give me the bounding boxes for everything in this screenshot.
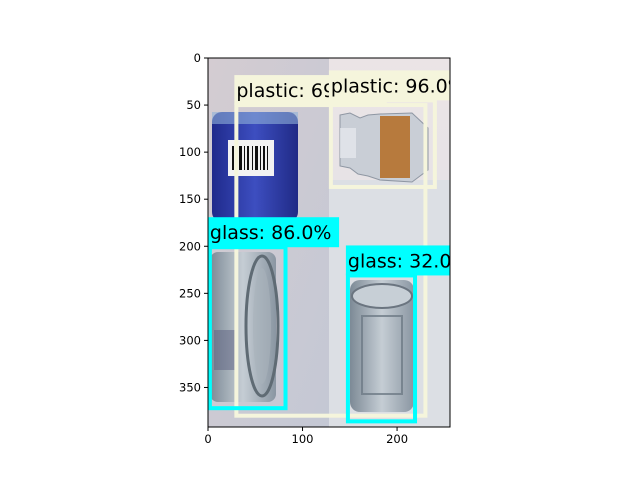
detection-label: glass: 32.0% [348,250,470,272]
y-tick-label: 50 [186,98,201,112]
x-tick-label: 100 [292,432,314,446]
y-tick-label: 300 [179,333,201,347]
y-tick-label: 150 [179,192,201,206]
detection-label-bg [208,217,340,248]
photo-image [208,58,450,427]
bottle-object [339,112,429,183]
detection-label-bg [328,70,450,101]
detection-box-glass [345,273,418,424]
detection-label: glass: 86.0% [210,222,332,244]
y-tick-label: 0 [194,51,201,65]
glass-jar-right [350,280,414,412]
y-tick-label: 200 [179,239,201,253]
detection-label: plastic: 96.0% [331,75,466,97]
axes-frame [207,57,451,428]
y-tick-label: 100 [179,145,201,159]
can-object [212,112,298,222]
y-tick-label: 350 [179,380,201,394]
x-tick-label: 0 [204,432,211,446]
y-tick-label: 250 [179,286,201,300]
glass-jar-left [210,252,280,402]
detection-label-bg [345,245,450,276]
x-tick-label: 200 [386,432,408,446]
